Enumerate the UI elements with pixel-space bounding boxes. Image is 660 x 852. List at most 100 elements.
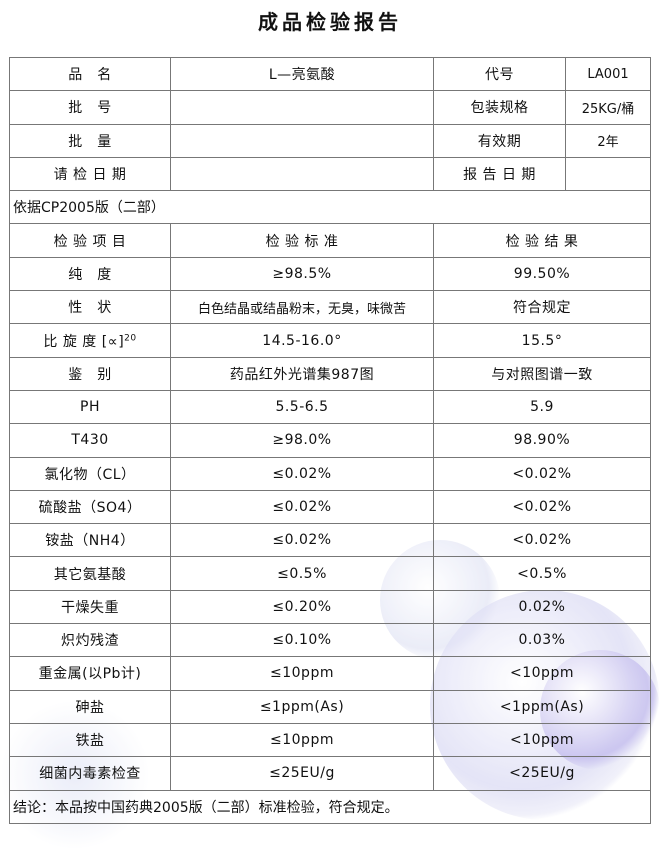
report-title: 成品检验报告 <box>258 10 402 34</box>
column-header-item: 检 验 项 目 <box>9 223 171 258</box>
test-row: 砷盐 ≤1ppm(As) <1ppm(As) <box>9 689 651 724</box>
info-value: 25KG/桶 <box>565 90 651 125</box>
test-result: 0.02% <box>433 589 651 625</box>
test-standard: ≤25EU/g <box>170 756 434 791</box>
test-item-label: 铵盐（NH4） <box>45 533 135 550</box>
info-label: 包装规格 <box>433 90 566 125</box>
test-row: 重金属(以Pb计) ≤10ppm <10ppm <box>9 656 651 691</box>
test-item: 硫酸盐（SO4） <box>9 489 171 525</box>
info-value: 2年 <box>565 123 651 158</box>
test-result: 0.03% <box>433 623 651 658</box>
test-item: 铁盐 <box>9 722 171 758</box>
header-row: 检 验 项 目检 验 标 准检 验 结 果 <box>9 223 651 258</box>
test-item-label: 其它氨基酸 <box>53 566 127 583</box>
test-row: 氯化物（CL） ≤0.02% <0.02% <box>9 456 651 491</box>
info-label: 请 检 日 期 <box>9 156 171 192</box>
info-value: LA001 <box>565 56 651 92</box>
test-standard: ≤1ppm(As) <box>170 689 434 724</box>
test-item-label: 细菌内毒素检查 <box>39 766 141 783</box>
column-header-standard: 检 验 标 准 <box>170 223 434 258</box>
test-item-label: T430 <box>71 432 109 449</box>
test-result: <0.02% <box>433 456 651 491</box>
basis-text: 依据CP2005版（二部） <box>9 190 651 225</box>
test-standard: ≤10ppm <box>170 656 434 691</box>
test-item: T430 <box>9 423 171 458</box>
info-value <box>170 156 434 192</box>
test-row: 硫酸盐（SO4） ≤0.02% <0.02% <box>9 489 651 525</box>
test-standard: ≥98.0% <box>170 423 434 458</box>
info-value: L—亮氨酸 <box>170 56 434 92</box>
test-item: 纯 度 <box>9 256 171 292</box>
test-standard: 5.5-6.5 <box>170 389 434 425</box>
info-label: 有效期 <box>433 123 566 158</box>
column-header-result: 检 验 结 果 <box>433 223 651 258</box>
test-standard: ≥98.5% <box>170 256 434 292</box>
test-item-label: 铁盐 <box>75 733 105 750</box>
info-label: 批 量 <box>9 123 171 158</box>
test-item: 比 旋 度 [∝]20 <box>9 323 171 358</box>
basis-row: 依据CP2005版（二部） <box>9 190 651 225</box>
test-item: PH <box>9 389 171 425</box>
test-result: 98.90% <box>433 423 651 458</box>
test-item: 炽灼残渣 <box>9 623 171 658</box>
test-result: <25EU/g <box>433 756 651 791</box>
test-result: <10ppm <box>433 656 651 691</box>
test-item: 重金属(以Pb计) <box>9 656 171 691</box>
info-row: 请 检 日 期报 告 日 期 <box>9 156 651 192</box>
test-item-label: 砷盐 <box>75 699 105 716</box>
test-row: 其它氨基酸 ≤0.5% <0.5% <box>9 556 651 591</box>
test-standard: 白色结晶或结晶粉末，无臭，味微苦 <box>170 290 434 325</box>
test-result: <1ppm(As) <box>433 689 651 724</box>
test-row: 铁盐 ≤10ppm <10ppm <box>9 722 651 758</box>
temperature-superscript: 20 <box>124 332 137 343</box>
test-item-label: 氯化物（CL） <box>44 466 136 483</box>
test-item: 氯化物（CL） <box>9 456 171 491</box>
test-standard: ≤0.10% <box>170 623 434 658</box>
test-item: 其它氨基酸 <box>9 556 171 591</box>
test-item-label: 纯 度 <box>68 266 112 283</box>
test-row: T430 ≥98.0% 98.90% <box>9 423 651 458</box>
info-label: 代号 <box>433 56 566 92</box>
test-row: 炽灼残渣 ≤0.10% 0.03% <box>9 623 651 658</box>
test-result: <0.02% <box>433 489 651 525</box>
test-standard: ≤0.02% <box>170 489 434 525</box>
test-standard: 药品红外光谱集987图 <box>170 356 434 391</box>
test-item-label: 干燥失重 <box>61 599 119 616</box>
info-value <box>565 156 651 192</box>
test-result: 5.9 <box>433 389 651 425</box>
test-item-label: 比 旋 度 [∝] <box>43 333 125 350</box>
test-item: 性 状 <box>9 290 171 325</box>
test-standard: ≤0.02% <box>170 523 434 558</box>
test-item-label: 重金属(以Pb计) <box>38 666 142 683</box>
test-row: 铵盐（NH4） ≤0.02% <0.02% <box>9 523 651 558</box>
test-item-label: 性 状 <box>68 300 112 317</box>
test-row: 细菌内毒素检查 ≤25EU/g <25EU/g <box>9 756 651 791</box>
conclusion-row: 结论：本品按中国药典2005版（二部）标准检验，符合规定。 <box>9 789 651 824</box>
test-row: 性 状 白色结晶或结晶粉末，无臭，味微苦 符合规定 <box>9 290 651 325</box>
test-standard: ≤0.5% <box>170 556 434 591</box>
test-item-label: 炽灼残渣 <box>61 633 119 650</box>
test-result: <10ppm <box>433 722 651 758</box>
test-item-label: 硫酸盐（SO4） <box>38 500 142 516</box>
test-result: 与对照图谱一致 <box>433 356 651 391</box>
test-result: <0.02% <box>433 523 651 558</box>
test-standard: ≤0.02% <box>170 456 434 491</box>
info-value <box>170 90 434 125</box>
test-item: 铵盐（NH4） <box>9 523 171 558</box>
test-item-label: PH <box>80 399 100 416</box>
info-label: 品 名 <box>9 56 171 92</box>
test-row: 纯 度 ≥98.5% 99.50% <box>9 256 651 292</box>
test-standard: ≤10ppm <box>170 722 434 758</box>
test-result: <0.5% <box>433 556 651 591</box>
conclusion-text: 结论：本品按中国药典2005版（二部）标准检验，符合规定。 <box>9 789 651 824</box>
test-item: 砷盐 <box>9 689 171 724</box>
info-value <box>170 123 434 158</box>
test-result: 符合规定 <box>433 290 651 325</box>
test-result: 99.50% <box>433 256 651 292</box>
test-item: 干燥失重 <box>9 589 171 625</box>
info-label: 报 告 日 期 <box>433 156 566 192</box>
test-item: 细菌内毒素检查 <box>9 756 171 791</box>
test-row: PH 5.5-6.5 5.9 <box>9 389 651 425</box>
test-result: 15.5° <box>433 323 651 358</box>
test-item-label: 鉴 别 <box>68 366 112 383</box>
